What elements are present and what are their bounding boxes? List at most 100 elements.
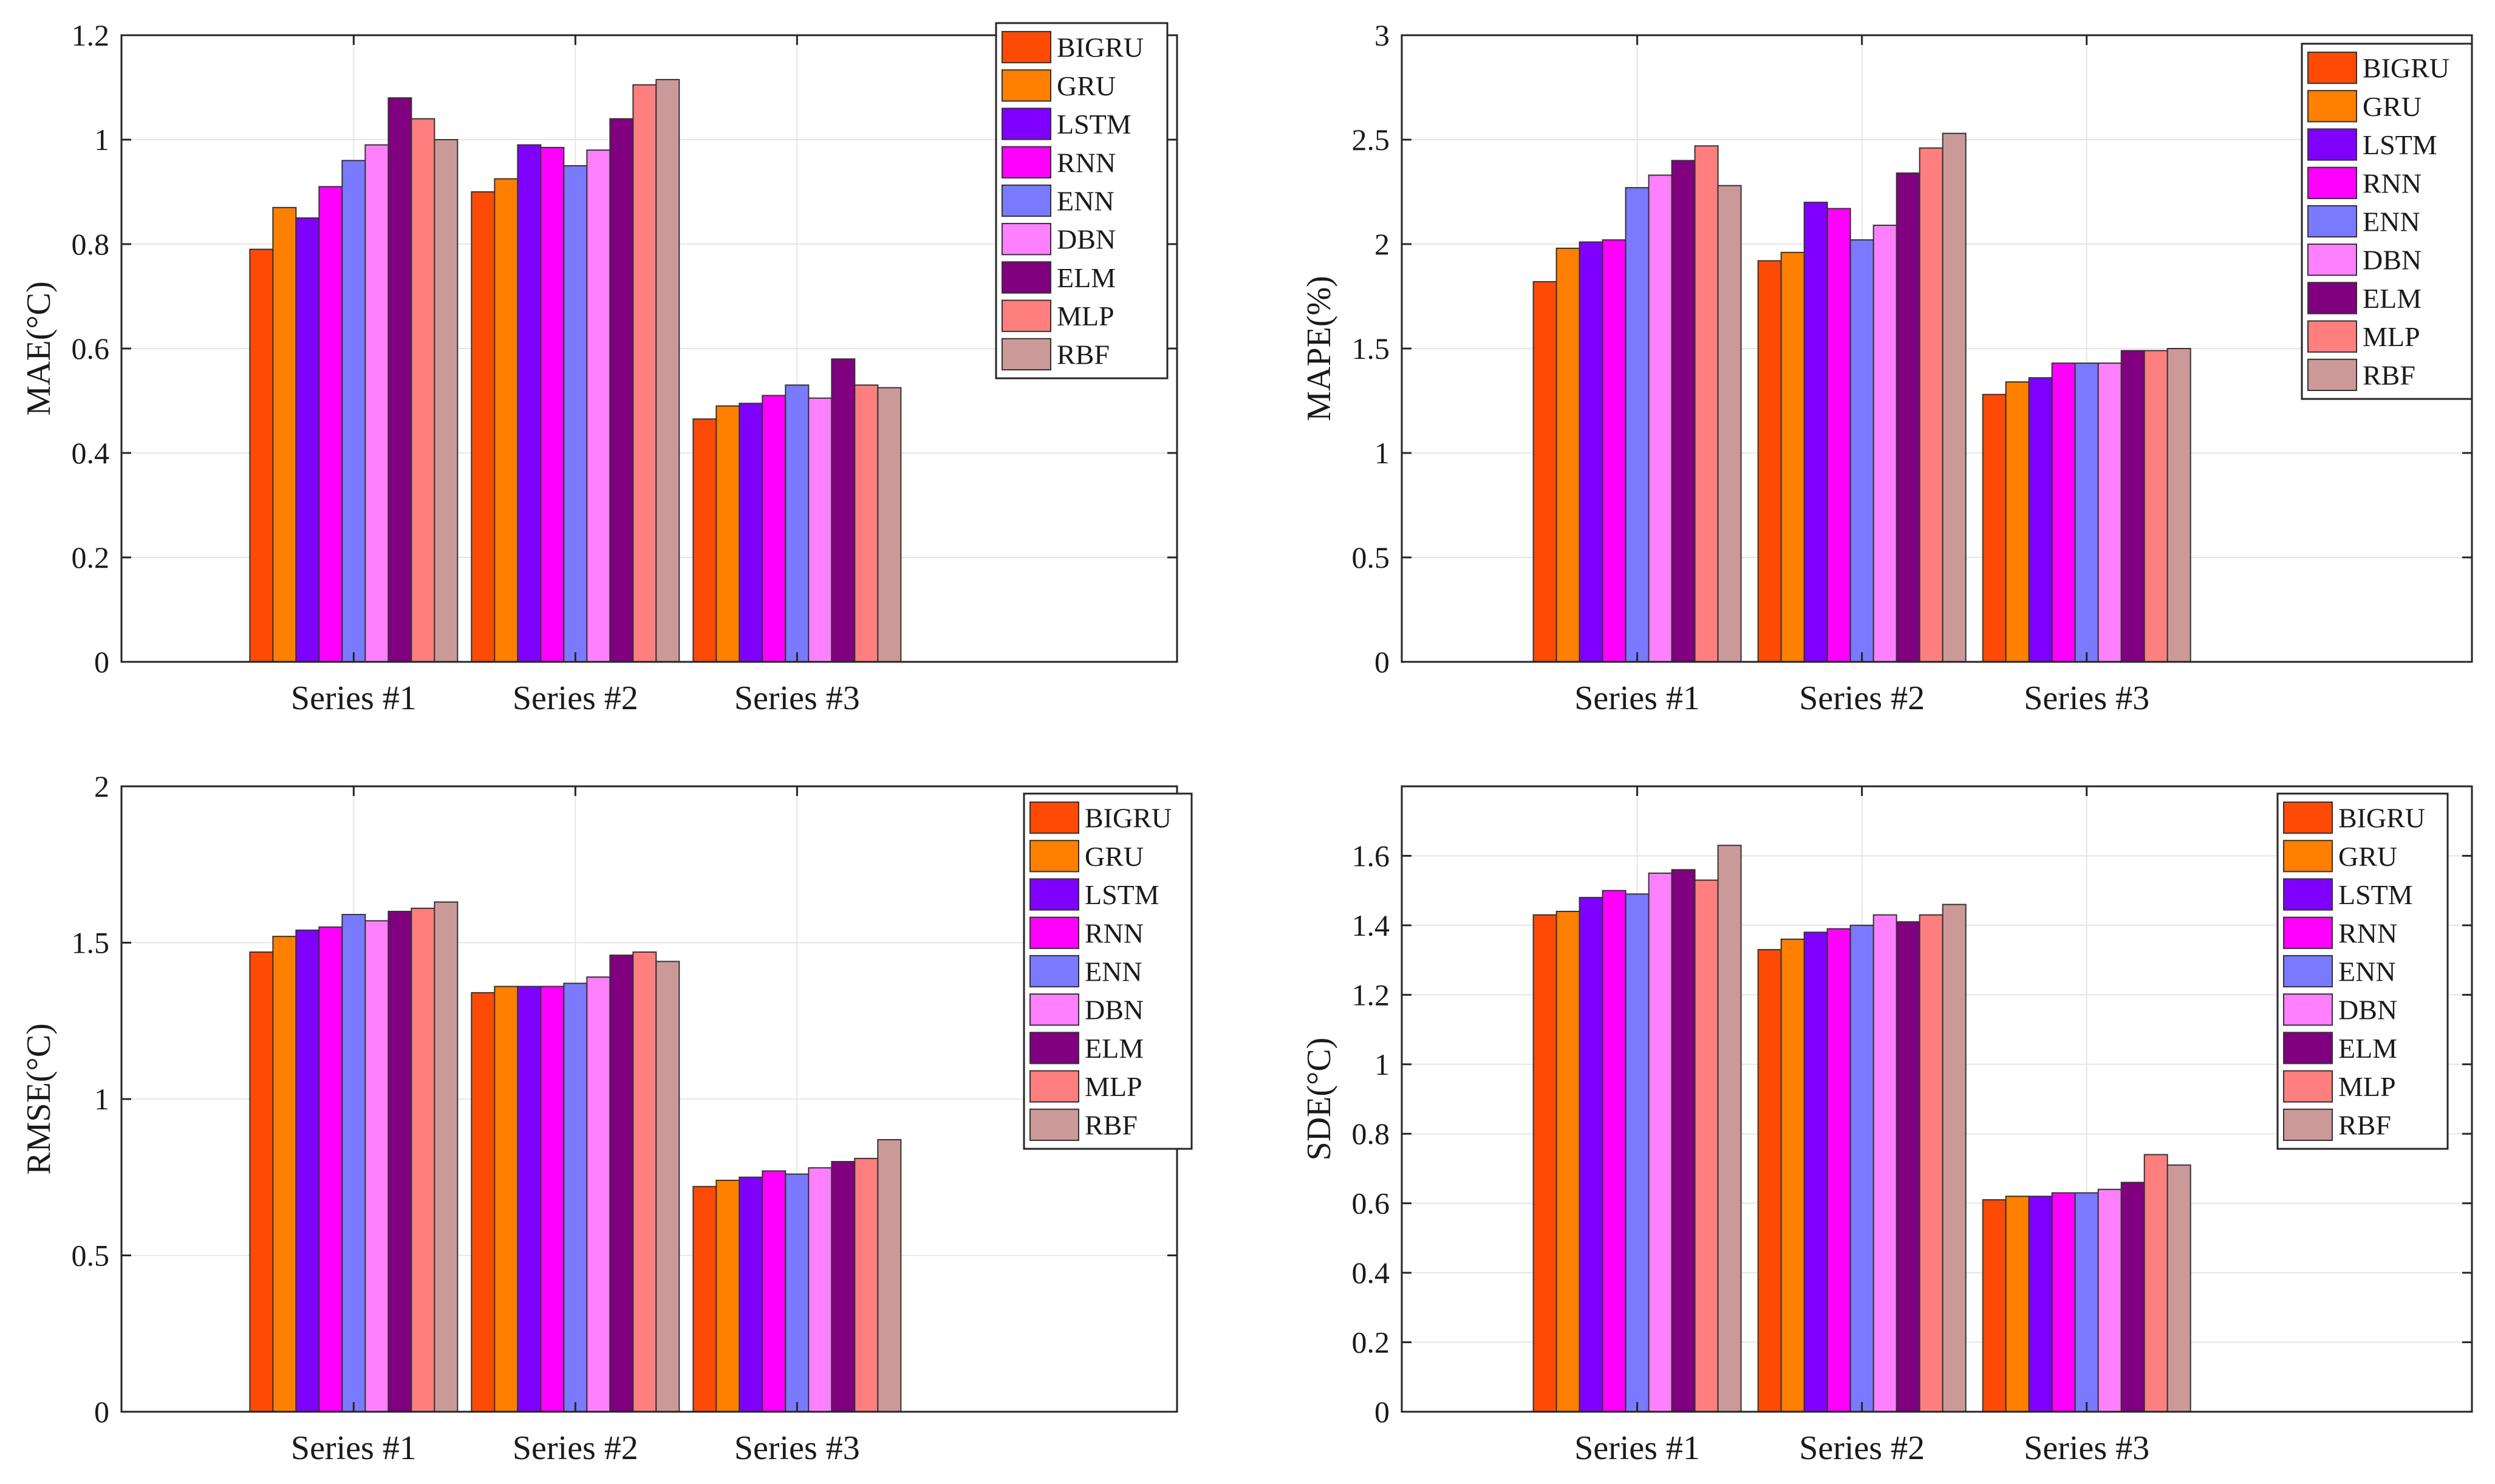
bar-rnn-3 bbox=[762, 1170, 787, 1412]
category-label: Series #1 bbox=[1574, 1429, 1700, 1467]
legend: BIGRU GRU LSTM RNN ENN DBN ELM MLP RBF bbox=[2301, 43, 2473, 400]
legend-label-elm: ELM bbox=[2338, 1033, 2397, 1064]
y-tick-label: 1.5 bbox=[1352, 332, 1390, 366]
bar-rnn-3 bbox=[2051, 1192, 2076, 1412]
bar-rnn-1 bbox=[318, 926, 343, 1412]
bar-rbf-2 bbox=[655, 79, 680, 663]
bar-elm-3 bbox=[831, 358, 856, 662]
chart-rmse: 0 0.5 1 1.5 2 Series #1 Series #2 Series #3 RMSE… bbox=[20, 769, 1193, 1467]
bar-lstm-1 bbox=[295, 217, 320, 662]
bar-dbn-2 bbox=[586, 976, 611, 1412]
legend-swatch-gru bbox=[2307, 90, 2357, 123]
bar-mlp-3 bbox=[854, 384, 879, 662]
bar-elm-1 bbox=[387, 911, 412, 1412]
bar-gru-3 bbox=[715, 405, 740, 662]
bar-gru-2 bbox=[1780, 938, 1805, 1413]
bar-lstm-3 bbox=[2028, 377, 2053, 662]
bar-elm-2 bbox=[1896, 921, 1920, 1412]
y-tick-label: 1 bbox=[94, 1082, 109, 1116]
legend-label-rbf: RBF bbox=[1085, 1109, 1138, 1140]
legend-swatch-rnn bbox=[2307, 166, 2357, 199]
y-tick-label: 0.2 bbox=[72, 540, 110, 574]
bar-dbn-1 bbox=[364, 920, 389, 1412]
bar-rnn-2 bbox=[540, 146, 565, 662]
bar-lstm-1 bbox=[1579, 897, 1603, 1412]
legend-label-lstm: LSTM bbox=[2338, 879, 2413, 910]
legend-swatch-mlp bbox=[1002, 299, 1051, 332]
legend-swatch-gru bbox=[2283, 840, 2333, 873]
legend-swatch-bigru bbox=[1002, 31, 1051, 64]
legend-swatch-elm bbox=[1002, 261, 1051, 294]
category-label: Series #2 bbox=[1799, 1429, 1925, 1467]
legend-swatch-dbn bbox=[1002, 223, 1051, 256]
y-tick-label: 1 bbox=[94, 123, 109, 157]
bar-dbn-3 bbox=[2097, 362, 2122, 663]
bar-mlp-1 bbox=[411, 907, 435, 1412]
legend-swatch-elm bbox=[2283, 1032, 2333, 1064]
bar-elm-1 bbox=[1671, 869, 1696, 1413]
y-tick-label: 1.6 bbox=[1352, 839, 1390, 873]
bar-lstm-2 bbox=[1803, 202, 1828, 662]
legend-label-enn: ENN bbox=[2338, 956, 2396, 987]
bar-rnn-2 bbox=[1826, 928, 1851, 1412]
legend-swatch-rbf bbox=[2307, 358, 2357, 391]
bar-bigru-3 bbox=[692, 418, 717, 662]
bar-gru-1 bbox=[1555, 911, 1580, 1412]
bar-rnn-2 bbox=[1826, 208, 1851, 662]
bar-dbn-1 bbox=[364, 144, 389, 663]
bar-mlp-1 bbox=[411, 118, 435, 663]
y-axis: 0 0.5 1 1.5 2 2.5 3 bbox=[1352, 18, 2472, 679]
y-axis-title: MAE(°C) bbox=[20, 281, 58, 415]
bar-enn-2 bbox=[1849, 924, 1874, 1412]
x-axis: Series #1 Series #2 Series #3 bbox=[291, 35, 860, 717]
legend-label-mlp: MLP bbox=[2363, 321, 2420, 352]
bar-gru-3 bbox=[2005, 381, 2030, 662]
bar-dbn-3 bbox=[808, 397, 833, 662]
y-tick-label: 2 bbox=[94, 769, 109, 803]
bar-bigru-2 bbox=[471, 992, 496, 1412]
bar-enn-3 bbox=[785, 384, 810, 662]
bar-lstm-3 bbox=[2028, 1196, 2053, 1412]
y-tick-label: 0.8 bbox=[72, 227, 110, 261]
legend-label-mlp: MLP bbox=[1085, 1071, 1142, 1102]
bars bbox=[1532, 845, 2191, 1413]
bar-rbf-3 bbox=[2166, 348, 2191, 662]
bar-rbf-3 bbox=[877, 1139, 902, 1412]
bar-dbn-2 bbox=[1872, 225, 1897, 663]
bar-enn-3 bbox=[2074, 1192, 2099, 1412]
y-tick-label: 0.5 bbox=[1352, 540, 1390, 574]
y-tick-label: 2.5 bbox=[1352, 123, 1390, 157]
bar-enn-1 bbox=[1625, 893, 1650, 1412]
y-tick-label: 0.2 bbox=[1352, 1326, 1390, 1360]
bar-rbf-3 bbox=[2166, 1164, 2191, 1412]
legend-label-elm: ELM bbox=[2363, 283, 2422, 314]
legend-label-rbf: RBF bbox=[1057, 339, 1110, 370]
bar-mlp-2 bbox=[1919, 914, 1944, 1412]
bar-enn-2 bbox=[563, 982, 588, 1412]
bar-gru-3 bbox=[715, 1179, 740, 1413]
category-label: Series #1 bbox=[291, 679, 417, 717]
bar-mlp-3 bbox=[2143, 1154, 2168, 1412]
legend-label-mlp: MLP bbox=[2338, 1071, 2396, 1102]
y-axis: 0 0.2 0.4 0.6 0.8 1 1.2 bbox=[72, 18, 1177, 679]
y-axis-title: RMSE(°C) bbox=[20, 1023, 58, 1175]
legend-label-rnn: RNN bbox=[1057, 147, 1116, 178]
bar-rbf-1 bbox=[1717, 185, 1742, 662]
legend-label-lstm: LSTM bbox=[1085, 879, 1159, 910]
bar-elm-2 bbox=[609, 118, 634, 663]
y-tick-label: 0.8 bbox=[1352, 1117, 1390, 1151]
bar-dbn-1 bbox=[1648, 873, 1673, 1412]
y-axis: 0 0.2 0.4 0.6 0.8 1 1.2 1.4 1.6 bbox=[1352, 839, 2472, 1429]
legend-label-bigru: BIGRU bbox=[1057, 32, 1144, 63]
legend: BIGRU GRU LSTM RNN ENN DBN ELM MLP RBF bbox=[2276, 792, 2449, 1150]
y-tick-label: 1.4 bbox=[1352, 908, 1390, 942]
legend-swatch-rnn bbox=[2283, 916, 2333, 949]
legend-swatch-dbn bbox=[2283, 993, 2333, 1026]
legend-label-bigru: BIGRU bbox=[1085, 803, 1172, 834]
bar-lstm-1 bbox=[1579, 241, 1603, 662]
legend-label-rbf: RBF bbox=[2363, 359, 2415, 390]
legend-swatch-rnn bbox=[1029, 916, 1079, 949]
bar-rnn-1 bbox=[1602, 890, 1626, 1412]
